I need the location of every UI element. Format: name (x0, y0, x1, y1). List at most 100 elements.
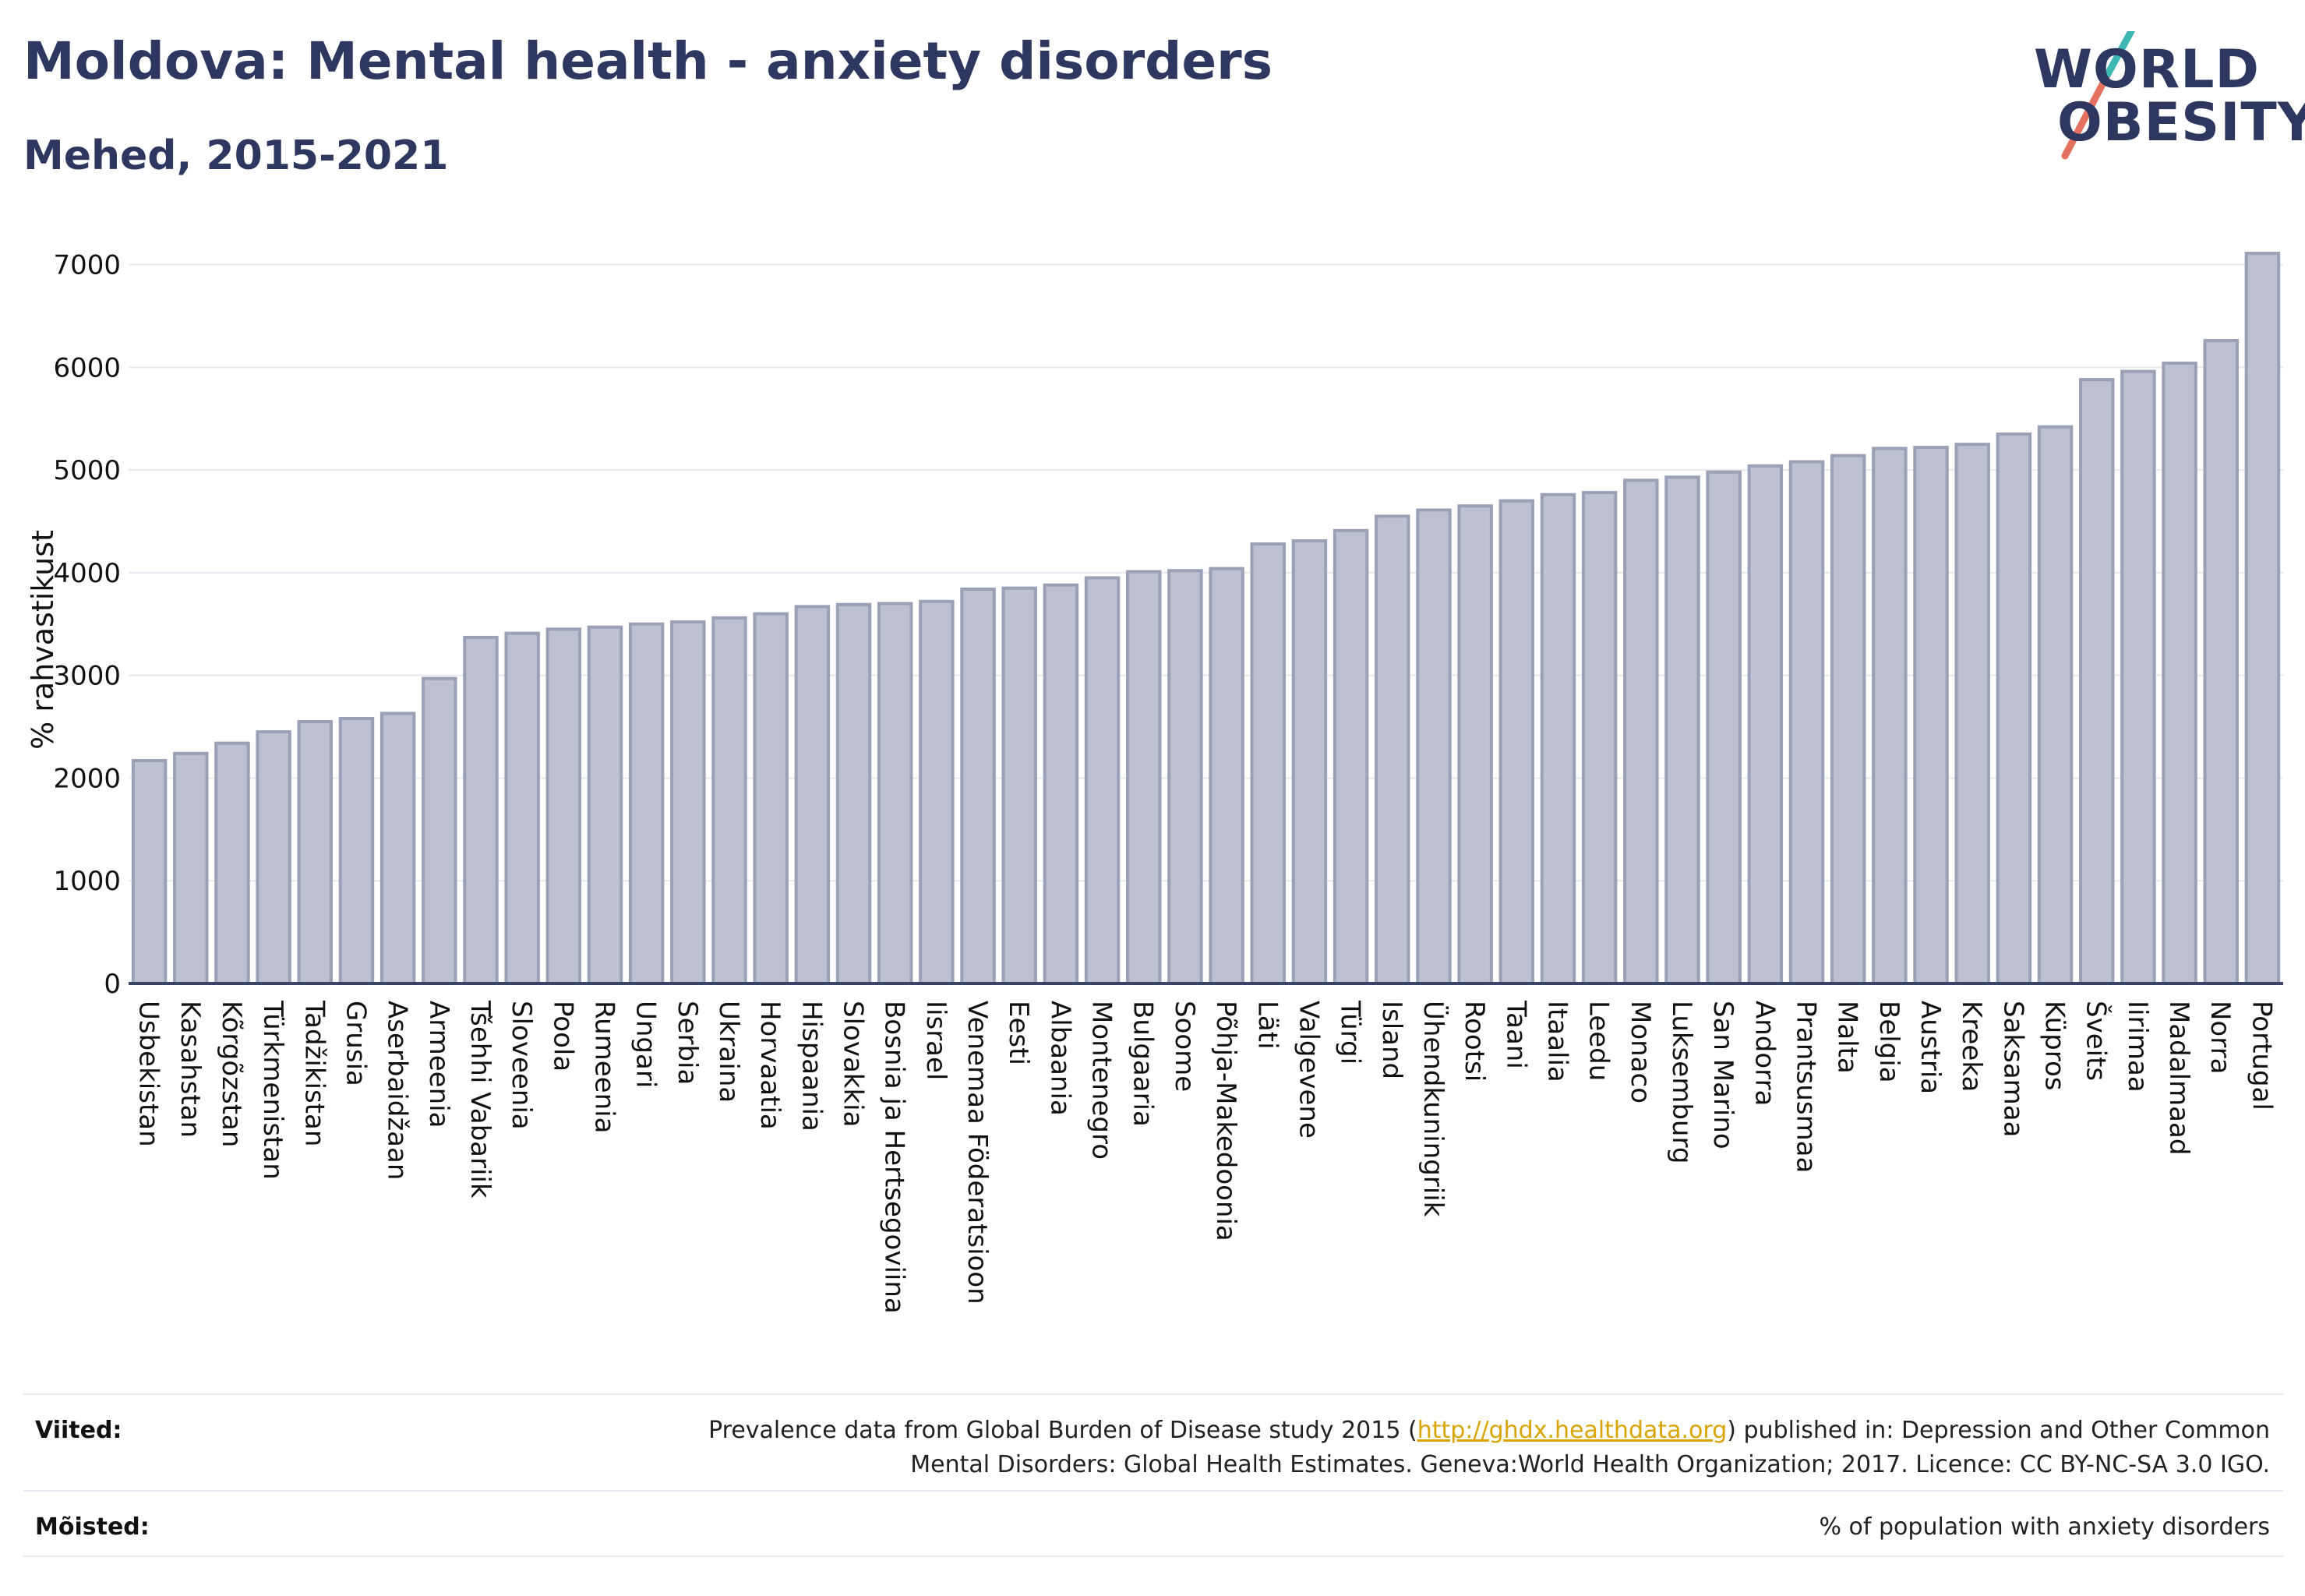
bar (1333, 528, 1369, 985)
bar (628, 622, 665, 986)
y-tick-label: 6000 (53, 352, 121, 383)
bar (919, 599, 955, 985)
x-tick-label: Kõrgõzstan (216, 1001, 247, 1147)
bar (2244, 252, 2281, 986)
x-tick-label: Šveits (2081, 1001, 2113, 1081)
x-tick-label: Bulgaaria (1128, 1001, 1159, 1127)
x-tick-label: Iirimaa (2122, 1001, 2153, 1093)
x-tick-label: Armeenia (423, 1001, 454, 1128)
x-tick-label: Küpros (2039, 1001, 2070, 1090)
x-tick-label: Hispaania (796, 1001, 827, 1132)
x-tick-label: Monaco (1625, 1001, 1656, 1103)
x-tick-label: Saksamaa (1997, 1001, 2028, 1137)
bar (1416, 508, 1452, 985)
x-tick-label: Leedu (1583, 1001, 1615, 1081)
bar (1664, 475, 1700, 985)
x-tick-label: Ühendkuningriik (1417, 1001, 1449, 1217)
x-tick-label: Eesti (1003, 1001, 1034, 1065)
bar (1913, 446, 1949, 985)
bar (835, 602, 872, 985)
bar (1623, 478, 1659, 985)
bar (1126, 570, 1162, 985)
bar (1954, 443, 1990, 985)
bar (1706, 470, 1742, 985)
x-tick-label: Madalmaad (2163, 1001, 2194, 1155)
y-tick-label: 5000 (53, 455, 121, 486)
x-tick-label: Bosnia ja Hertsegoviina (879, 1001, 910, 1314)
y-axis-title: % rahvastikust (26, 530, 60, 750)
x-tick-label: Kreeka (1956, 1001, 1987, 1092)
bar (338, 717, 375, 985)
x-tick-label: Sloveenia (506, 1001, 537, 1130)
y-tick-label: 1000 (53, 866, 121, 897)
x-tick-label: Itaalia (1541, 1001, 1573, 1082)
bar (2203, 339, 2239, 985)
definitions-label: Mõisted: (35, 1513, 150, 1541)
x-tick-label: Rootsi (1459, 1001, 1490, 1082)
x-tick-label: Andorra (1749, 1001, 1780, 1106)
bar (587, 625, 623, 985)
x-tick-label: Austria (1915, 1001, 1946, 1094)
bar (1830, 454, 1866, 985)
bar (214, 741, 250, 985)
y-tick-label: 0 (104, 969, 121, 1000)
x-tick-label: Venemaa Föderatsioon (962, 1001, 993, 1305)
bar (1291, 539, 1328, 985)
bar (794, 605, 831, 985)
x-tick-label: Norra (2204, 1001, 2236, 1074)
bar (1167, 569, 1203, 985)
bar (1872, 447, 1908, 985)
bar (504, 631, 540, 985)
sources-text-pre: Prevalence data from Global Burden of Di… (708, 1417, 1417, 1444)
bar (1788, 460, 1825, 985)
bars (131, 252, 2281, 986)
x-tick-label: Island (1376, 1001, 1407, 1079)
bar (1540, 493, 1576, 985)
x-tick-label: Taani (1500, 1000, 1531, 1069)
sources-link[interactable]: http://ghdx.healthdata.org (1417, 1417, 1728, 1444)
x-tick-label: Tadžikistan (298, 1000, 330, 1146)
x-tick-label: San Marino (1707, 1001, 1738, 1149)
axis-labels: 0 1000 2000 3000 4000 5000 6000 7000 Usbekistan K… (26, 250, 2277, 1314)
bar (2162, 362, 2197, 985)
bar (256, 730, 291, 985)
x-tick-label: Soome (1169, 1001, 1200, 1092)
world-obesity-logo: WORLD OBESITY (2034, 31, 2305, 164)
bar (1043, 583, 1079, 986)
bar (1250, 542, 1286, 985)
bar (131, 759, 168, 986)
bar (1375, 514, 1410, 985)
footer-divider-bottom (23, 1555, 2283, 1557)
x-tick-label: Prantsusmaa (1791, 1001, 1822, 1173)
bar (1457, 504, 1493, 985)
logo-line-1: WORLD (2034, 39, 2260, 101)
x-tick-label: Ungari (630, 1001, 662, 1088)
page-subtitle: Mehed, 2015-2021 (23, 132, 449, 179)
x-tick-label: Türgi (1335, 1000, 1366, 1065)
x-tick-label: Tšehhi Vabariik (464, 1000, 496, 1199)
bar (960, 587, 996, 986)
x-tick-label: Grusia (340, 1001, 371, 1086)
page-title: Moldova: Mental health - anxiety disorde… (23, 31, 1273, 91)
x-tick-label: Valgevene (1293, 1001, 1324, 1139)
x-tick-label: Rumeenia (588, 1001, 619, 1133)
bar (1747, 464, 1784, 985)
y-tick-label: 7000 (53, 250, 121, 281)
x-tick-label: Albaania (1044, 1001, 1075, 1116)
x-tick-label: Usbekistan (133, 1001, 164, 1147)
bar (463, 635, 499, 985)
sources-label: Viited: (35, 1417, 122, 1444)
x-tick-label: Horvaatia (754, 1001, 785, 1130)
sources-text-line2: Mental Disorders: Global Health Estimate… (910, 1451, 2270, 1478)
bar (1581, 491, 1618, 985)
bar (2037, 425, 2074, 985)
bar (1498, 499, 1535, 985)
x-tick-label: Põhja-Makedoonia (1210, 1001, 1241, 1241)
x-tick-label: Poola (547, 1001, 578, 1072)
bar (753, 612, 789, 985)
x-tick-label: Portugal (2246, 1001, 2277, 1110)
footer-divider-middle (23, 1490, 2283, 1492)
x-tick-label: Türkmenistan (257, 1000, 288, 1180)
x-tick-label: Montenegro (1086, 1001, 1117, 1160)
bar (422, 676, 457, 985)
